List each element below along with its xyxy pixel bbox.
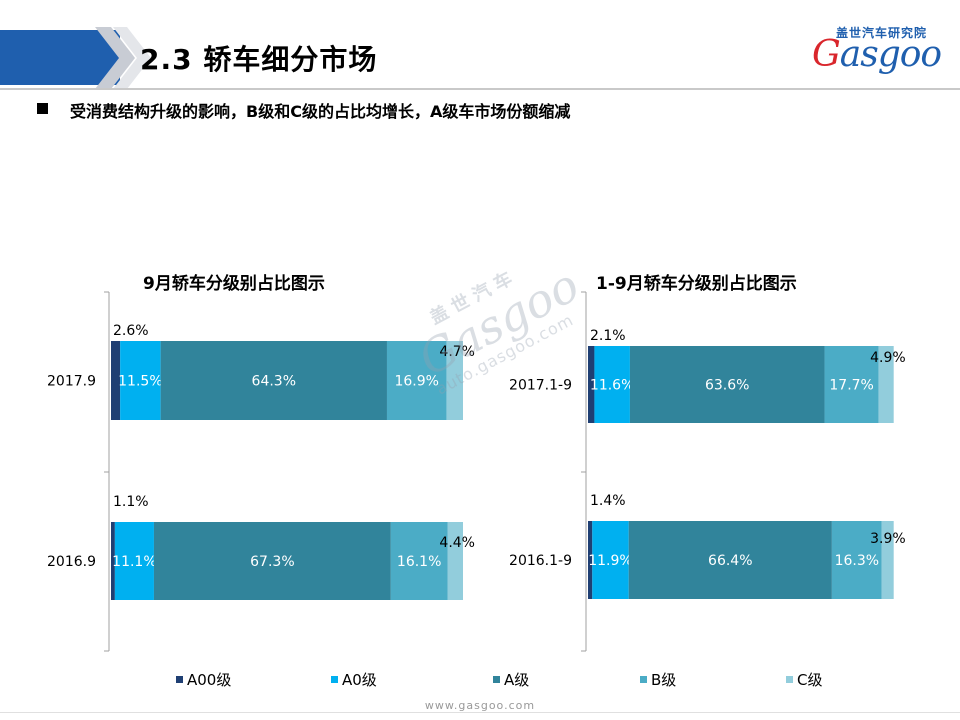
logo-letter: G	[812, 34, 841, 75]
legend-swatch	[640, 676, 647, 683]
legend-swatch	[176, 676, 183, 683]
data-label: 11.5%	[118, 374, 162, 390]
bar-segment-a00	[588, 346, 595, 423]
legend-item-a00: A00级	[176, 669, 231, 690]
bar-segment-a	[153, 522, 391, 600]
bar-segment-c	[881, 521, 894, 599]
data-label: 64.3%	[252, 374, 296, 390]
category-label: 2016.1-9	[509, 553, 572, 569]
data-label: 67.3%	[250, 554, 294, 570]
legend-label: B级	[651, 671, 677, 689]
bar-segment-c	[878, 346, 894, 423]
data-label: 17.7%	[829, 378, 873, 394]
bar-segment-c	[446, 341, 463, 420]
bar-segment-b	[824, 346, 879, 423]
data-label: 16.9%	[394, 374, 438, 390]
data-label: 4.7%	[439, 344, 475, 360]
bar-segment-a0	[120, 341, 161, 420]
data-label: 11.1%	[112, 554, 156, 570]
legend-swatch	[493, 676, 500, 683]
bar-segment-b	[831, 521, 882, 599]
header-divider	[0, 88, 960, 90]
legend-label: C级	[797, 671, 823, 689]
bar-segment-b	[386, 341, 447, 420]
data-label: 16.3%	[835, 553, 879, 569]
data-label: 2.1%	[590, 328, 626, 344]
bar-segment-a0	[594, 346, 630, 423]
chart-title: 9月轿车分级别占比图示	[143, 273, 325, 294]
data-label: 16.1%	[397, 554, 441, 570]
bar-segment-a0	[114, 522, 154, 600]
logo-word: asgoo	[839, 34, 942, 75]
category-label: 2016.9	[47, 554, 96, 570]
legend-label: A0级	[342, 671, 377, 689]
data-label: 1.1%	[113, 494, 149, 510]
category-label: 2017.1-9	[509, 378, 572, 394]
data-label: 1.4%	[590, 493, 626, 509]
footer-divider	[0, 712, 960, 713]
legend-item-c: C级	[786, 669, 822, 690]
data-label: 11.9%	[588, 553, 632, 569]
logo-text-cn: 盖世汽车研究院	[836, 26, 928, 40]
legend-label: A级	[504, 671, 530, 689]
bar-segment-a00	[111, 341, 121, 420]
data-label: 4.4%	[439, 535, 475, 551]
bar-segment-a00	[588, 521, 593, 599]
legend-item-a0: A0级	[331, 669, 377, 690]
legend-item-b: B级	[640, 669, 676, 690]
legend-label: A00级	[187, 671, 232, 689]
footer-url: www.gasgoo.com	[424, 699, 536, 712]
bullet-text: 受消费结构升级的影响，B级和C级的占比均增长，A级车市场份额缩减	[70, 102, 571, 121]
data-label: 2.6%	[113, 323, 149, 339]
bar-segment-a00	[111, 522, 115, 600]
data-label: 11.6%	[590, 378, 634, 394]
data-label: 3.9%	[870, 531, 906, 547]
category-label: 2017.9	[47, 374, 96, 390]
bar-segment-a	[628, 521, 832, 599]
data-label: 66.4%	[708, 553, 752, 569]
legend-swatch	[786, 676, 793, 683]
bar-segment-c	[447, 522, 463, 600]
bar-segment-a	[629, 346, 825, 423]
data-label: 63.6%	[705, 378, 749, 394]
logo: Gasgoo	[812, 34, 942, 75]
chevron-decoration-icon	[95, 27, 151, 89]
bullet-square-icon	[37, 103, 48, 114]
bar-segment-a0	[592, 521, 629, 599]
legend-item-a: A级	[493, 669, 529, 690]
bar-segment-a	[160, 341, 387, 420]
bar-segment-b	[390, 522, 448, 600]
chart-title: 1-9月轿车分级别占比图示	[596, 273, 797, 294]
page-title: 2.3 轿车细分市场	[140, 43, 378, 76]
legend-swatch	[331, 676, 338, 683]
header-band	[0, 30, 120, 85]
data-label: 4.9%	[870, 350, 906, 366]
